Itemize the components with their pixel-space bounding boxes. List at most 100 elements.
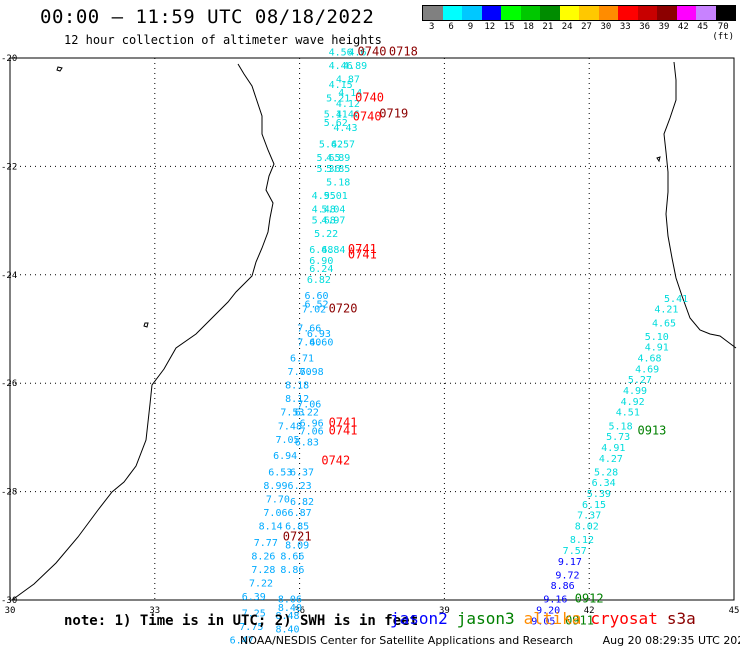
wave-height-value: 7.22 bbox=[249, 578, 273, 589]
wave-height-value: 6.71 bbox=[290, 354, 314, 365]
scale-swatch bbox=[481, 6, 501, 20]
pass-time-label: 0718 bbox=[389, 44, 418, 58]
wave-height-value: 8.18 bbox=[285, 381, 309, 392]
wave-height-value: 4.56 bbox=[329, 47, 353, 58]
wave-height-value: 5.68 bbox=[312, 215, 336, 226]
wave-height-value: 6.47 bbox=[230, 635, 254, 646]
wave-height-value: 6.84 bbox=[321, 245, 345, 256]
wave-height-value: 6.22 bbox=[295, 408, 319, 419]
scale-label: 15 bbox=[503, 22, 515, 32]
scale-swatch bbox=[462, 6, 482, 20]
scale-swatch bbox=[579, 6, 599, 20]
scale-swatch bbox=[657, 6, 677, 20]
scale-swatch bbox=[423, 6, 443, 20]
wave-height-value: 7.25 bbox=[242, 608, 266, 619]
wave-height-value: 4.99 bbox=[623, 386, 647, 397]
wave-height-value: 6.82 bbox=[307, 275, 331, 286]
wave-height-value: 4.91 bbox=[601, 443, 625, 454]
scale-label: 24 bbox=[561, 22, 573, 32]
satellite-legend-cryosat: cryosat bbox=[590, 609, 658, 628]
wave-height-value: 7.37 bbox=[577, 511, 601, 522]
wave-height-value: 6.15 bbox=[582, 500, 606, 511]
satellite-legend: jason2 jason3 altika cryosat s3a bbox=[390, 609, 705, 628]
wave-height-value: 9.05 bbox=[531, 616, 555, 627]
map-frame bbox=[9, 57, 735, 601]
wave-height-value: 7.70 bbox=[266, 494, 290, 505]
africa-coastline bbox=[11, 63, 275, 601]
wave-height-value: 5.18 bbox=[609, 421, 633, 432]
scale-label: 30 bbox=[600, 22, 612, 32]
scale-swatch bbox=[637, 6, 657, 20]
wave-height-value: 4.97 bbox=[321, 215, 345, 226]
satellite-legend-s3a: s3a bbox=[666, 609, 696, 628]
wave-height-value: 7.06 bbox=[297, 400, 321, 411]
wave-height-value: 5.39 bbox=[587, 489, 611, 500]
wave-height-value: 7.05 bbox=[275, 435, 299, 446]
wave-height-value: 5.27 bbox=[628, 375, 652, 386]
map-grid bbox=[9, 57, 735, 601]
wave-height-value: 4.68 bbox=[637, 354, 661, 365]
wave-height-value: 6.37 bbox=[290, 467, 314, 478]
pass-time-label: 0913 bbox=[637, 424, 666, 438]
wave-height-value: 6.52 bbox=[304, 299, 328, 310]
scale-swatch bbox=[598, 6, 618, 20]
wave-height-value: 5.01 bbox=[324, 191, 348, 202]
wave-height-value: 6.60 bbox=[309, 337, 333, 348]
wave-height-value: 4.57 bbox=[331, 139, 355, 150]
wave-height-value: 7.53 bbox=[280, 408, 304, 419]
wave-height-value: 6.85 bbox=[285, 522, 309, 533]
wave-height-value: 9.72 bbox=[555, 570, 579, 581]
wave-height-value: 6.96 bbox=[300, 419, 324, 430]
wave-height-value: 9.20 bbox=[536, 606, 560, 617]
scale-swatch bbox=[618, 6, 638, 20]
axis-labels: 30 33 36 39 42 45 -20 -22 -24 -26 -28 -30 bbox=[1, 54, 739, 616]
wave-height-value: 6.34 bbox=[592, 478, 616, 489]
wave-height-value: 4.95 bbox=[312, 191, 336, 202]
latitude-tick-label: -26 bbox=[1, 379, 17, 389]
wave-height-value: 4.92 bbox=[621, 397, 645, 408]
pass-time-label: 0740 bbox=[353, 109, 382, 123]
wave-height-value: 5.11 bbox=[324, 110, 348, 121]
wave-height-value: 5.22 bbox=[314, 229, 338, 240]
wave-height-value: 8.40 bbox=[275, 625, 299, 636]
wave-height-value: 7.02 bbox=[302, 305, 326, 316]
wave-height-value: 8.14 bbox=[259, 522, 283, 533]
wave-height-value: 4.6 bbox=[348, 47, 366, 58]
wave-height-value: 9.17 bbox=[558, 557, 582, 568]
scale-swatch bbox=[520, 6, 540, 20]
satellite-legend-altika: altika bbox=[523, 609, 582, 628]
wave-height-value: 7.48 bbox=[278, 421, 302, 432]
wave-height-value: 4.51 bbox=[616, 408, 640, 419]
wave-height-value: 7.75 bbox=[239, 622, 263, 633]
wave-height-value: 8.86 bbox=[280, 565, 304, 576]
wave-height-value: 5.85 bbox=[326, 164, 350, 175]
wave-height-value: 5.41 bbox=[664, 294, 688, 305]
latitude-tick-label: -22 bbox=[1, 162, 17, 172]
wave-height-value: 8.86 bbox=[551, 581, 575, 592]
pass-time-label: 0742 bbox=[321, 454, 350, 468]
scale-swatch bbox=[540, 6, 560, 20]
credit-footer: NOAA/NESDIS Center for Satellite Applica… bbox=[240, 634, 740, 647]
latitude-tick-label: -30 bbox=[1, 596, 17, 606]
scale-label: 3 bbox=[428, 22, 435, 32]
pass-time-labels: 0740 071807400719074007410741072007410741… bbox=[283, 44, 667, 627]
wave-height-value: 7.70 bbox=[288, 367, 312, 378]
pass-time-label: 0719 bbox=[379, 107, 408, 121]
longitude-tick-label: 30 bbox=[5, 606, 16, 616]
wave-height-value: 4.89 bbox=[326, 153, 350, 164]
wave-height-value: 6.60 bbox=[304, 291, 328, 302]
wave-height-value: 4.12 bbox=[336, 99, 360, 110]
wave-height-value: 8.66 bbox=[280, 551, 304, 562]
scale-label: 42 bbox=[677, 22, 689, 32]
wave-height-value: 4.27 bbox=[599, 454, 623, 465]
chart-subtitle: 12 hour collection of altimeter wave hei… bbox=[64, 33, 382, 47]
wave-height-value: 6.39 bbox=[242, 592, 266, 603]
latitude-tick-label: -28 bbox=[1, 488, 17, 498]
wave-height-value: 5.28 bbox=[594, 467, 618, 478]
wave-height-value: 6.24 bbox=[309, 264, 333, 275]
longitude-tick-label: 36 bbox=[294, 606, 305, 616]
wave-height-value: 8.09 bbox=[285, 541, 309, 552]
wave-height-value: 9.16 bbox=[543, 595, 567, 606]
pass-time-label: 0912 bbox=[575, 592, 604, 606]
wave-height-value: 4.14 bbox=[338, 88, 362, 99]
